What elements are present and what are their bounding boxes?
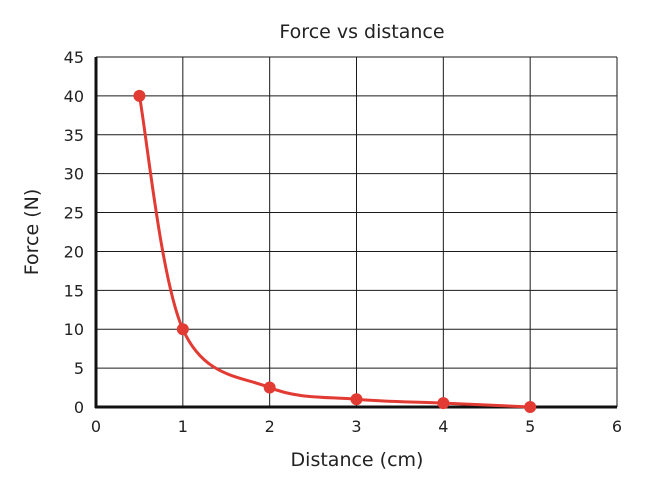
data-point: [176, 323, 189, 336]
y-tick-label: 30: [64, 165, 84, 184]
series: [133, 89, 537, 413]
data-point: [263, 381, 276, 394]
x-tick-label: 4: [438, 417, 448, 436]
data-point: [524, 401, 537, 413]
x-tick-label: 2: [265, 417, 275, 436]
y-tick-label: 35: [64, 126, 84, 145]
y-tick-label: 15: [64, 281, 84, 300]
y-tick-label: 10: [64, 320, 84, 339]
x-tick-label: 0: [91, 417, 101, 436]
y-axis-title: Force (N): [21, 189, 43, 275]
y-tick-label: 0: [74, 398, 84, 417]
y-tick-label: 20: [64, 242, 84, 261]
data-point: [350, 393, 363, 406]
x-axis-title: Distance (cm): [291, 449, 424, 471]
y-tick-label: 40: [64, 87, 84, 106]
y-tick-label: 25: [64, 204, 84, 223]
chart-title: Force vs distance: [279, 21, 444, 43]
x-tick-label: 5: [525, 417, 535, 436]
x-tick-label: 3: [351, 417, 361, 436]
x-tick-label: 6: [612, 417, 622, 436]
data-point: [437, 397, 450, 410]
data-point: [133, 89, 146, 102]
y-tick-label: 5: [74, 359, 84, 378]
x-tick-label: 1: [178, 417, 188, 436]
grid: [96, 56, 618, 407]
y-tick-label: 45: [64, 48, 84, 67]
